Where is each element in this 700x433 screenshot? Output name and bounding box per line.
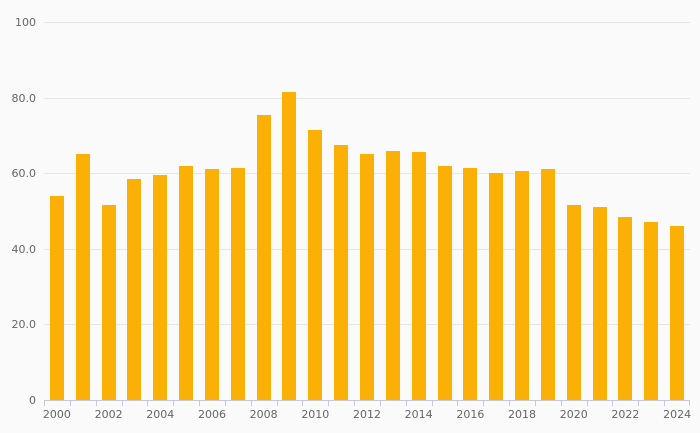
bar[interactable] — [644, 222, 659, 400]
x-axis-line — [44, 400, 690, 401]
bar[interactable] — [179, 165, 194, 400]
x-axis-tick — [405, 400, 407, 406]
bar[interactable] — [230, 167, 245, 400]
x-axis-tick — [69, 400, 71, 406]
bar[interactable] — [540, 169, 555, 400]
x-axis-tick-label: 2012 — [353, 408, 381, 421]
y-axis-tick-label: 100 — [15, 16, 36, 29]
x-axis-tick-label: 2016 — [456, 408, 485, 421]
x-axis-tick-label: 2002 — [94, 408, 123, 421]
x-axis-tick — [379, 400, 381, 406]
x-axis-tick — [44, 400, 45, 406]
bar[interactable] — [437, 165, 452, 400]
y-axis-tick-label: 80.0 — [11, 91, 37, 105]
bar[interactable] — [670, 226, 685, 400]
x-axis-tick — [328, 400, 330, 406]
bar[interactable] — [566, 205, 581, 400]
x-axis-tick — [121, 400, 123, 406]
x-axis-tick — [95, 400, 97, 406]
bar[interactable] — [385, 150, 400, 400]
x-axis-tick — [612, 400, 614, 406]
x-axis-tick — [354, 400, 356, 406]
bar[interactable] — [204, 169, 219, 400]
x-axis-tick — [457, 400, 459, 406]
bar[interactable] — [618, 216, 633, 400]
bar[interactable] — [49, 195, 64, 400]
x-axis-tick-label: 2006 — [197, 408, 226, 421]
x-axis-tick-label: 2000 — [42, 408, 71, 421]
bar[interactable] — [256, 114, 271, 400]
plot-area — [44, 22, 690, 400]
x-axis-tick — [173, 400, 175, 406]
bar[interactable] — [101, 205, 116, 400]
x-axis-tick — [302, 400, 304, 406]
x-axis-tick — [534, 400, 536, 406]
x-axis-tick — [431, 400, 433, 406]
x-axis-tick-label: 2020 — [559, 408, 588, 421]
bar[interactable] — [153, 175, 168, 400]
y-axis: 0 20.0 40.0 60.0 80.0 100 — [0, 17, 37, 406]
bar[interactable] — [308, 129, 323, 400]
bar[interactable] — [75, 154, 90, 400]
bar[interactable] — [334, 144, 349, 400]
x-axis-tick — [664, 400, 666, 406]
bar[interactable] — [282, 91, 297, 400]
y-axis-tick-label: 0 — [29, 394, 36, 407]
x-axis-tick-label: 2008 — [249, 408, 278, 421]
x-axis-tick — [560, 400, 562, 406]
x-axis-tick-group — [44, 400, 690, 406]
bar[interactable] — [360, 154, 374, 400]
x-axis-tick — [586, 400, 588, 406]
x-axis-tick — [224, 400, 226, 406]
x-axis-tick — [250, 400, 252, 406]
gridline-80.0 — [44, 97, 690, 99]
x-axis-tick — [483, 400, 485, 406]
gridline-100 — [44, 22, 690, 23]
x-axis-tick — [509, 400, 511, 406]
bar[interactable] — [592, 207, 607, 400]
x-axis-tick — [199, 400, 201, 406]
x-axis-tick-label: 2014 — [404, 408, 433, 421]
x-axis-tick — [276, 400, 278, 406]
bar[interactable] — [489, 173, 504, 400]
x-axis-tick-label: 2022 — [611, 408, 640, 421]
y-axis-tick-label: 40.0 — [11, 242, 37, 256]
y-axis-tick-label: 60.0 — [11, 167, 37, 181]
x-axis-tick-label: 2004 — [146, 408, 175, 421]
bar[interactable] — [463, 167, 478, 400]
bar[interactable] — [127, 178, 142, 400]
x-axis-tick — [689, 400, 690, 406]
x-axis: 2000 2002 2004 2006 2008 2010 2012 2014 2016 2018… — [0, 408, 700, 426]
x-axis-tick-label: 2024 — [663, 408, 692, 421]
bar[interactable] — [411, 152, 426, 400]
y-axis-tick-label: 20.0 — [11, 318, 37, 332]
x-axis-tick-label: 2010 — [301, 408, 330, 421]
x-axis-tick — [147, 400, 149, 406]
x-axis-tick — [638, 400, 640, 406]
bar[interactable] — [515, 171, 530, 400]
x-axis-tick-label: 2018 — [508, 408, 537, 421]
